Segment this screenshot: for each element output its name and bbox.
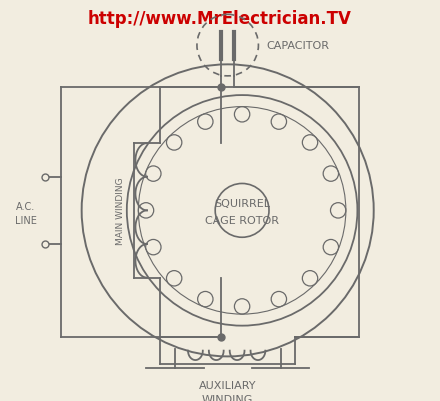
Text: A.C.: A.C. [16, 201, 36, 211]
Text: http://www.MrElectrician.TV: http://www.MrElectrician.TV [88, 10, 352, 28]
Text: MAIN WINDING: MAIN WINDING [116, 177, 125, 245]
Text: SQUIRREL: SQUIRREL [214, 198, 270, 208]
Text: CAGE ROTOR: CAGE ROTOR [205, 215, 279, 225]
Text: WINDING: WINDING [202, 394, 253, 401]
Text: AUXILIARY: AUXILIARY [199, 380, 257, 390]
Text: LINE: LINE [15, 215, 37, 225]
Text: CAPACITOR: CAPACITOR [266, 41, 329, 51]
